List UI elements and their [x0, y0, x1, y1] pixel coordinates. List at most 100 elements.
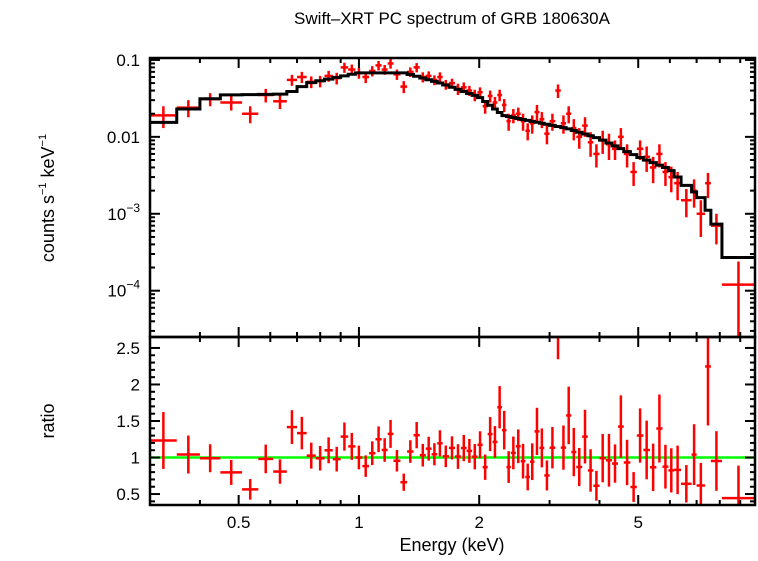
ratio-point: [681, 465, 692, 503]
ratio-point: [242, 479, 259, 500]
ratio-point: [400, 473, 408, 491]
ratio-point: [425, 436, 432, 461]
bottom-y-tick-label: 1.5: [116, 412, 140, 431]
ratio-point: [605, 433, 613, 487]
data-point: [492, 96, 498, 110]
x-tick-label: 0.5: [227, 513, 251, 532]
ratio-point: [510, 436, 516, 470]
data-point: [520, 113, 526, 131]
data-point: [539, 112, 545, 129]
ratio-point: [460, 434, 467, 462]
ratio-point: [150, 412, 177, 469]
ratio-point: [437, 430, 443, 457]
ratio-point: [506, 451, 511, 483]
data-point: [150, 106, 177, 129]
ratio-point: [587, 449, 594, 492]
data-point: [387, 58, 394, 69]
ratio-point: [482, 454, 488, 480]
ratio-point: [623, 439, 631, 486]
ratio-point: [362, 455, 370, 477]
data-point: [393, 69, 401, 80]
data-point: [549, 113, 556, 131]
ratio-point: [387, 419, 394, 448]
ratio-point: [297, 416, 307, 450]
ratio-point: [599, 434, 606, 483]
ratio-point: [539, 428, 545, 468]
bottom-y-tick-label: 2: [131, 375, 140, 394]
data-point: [555, 84, 561, 99]
ratio-point: [497, 386, 502, 429]
ratio-point: [534, 407, 540, 456]
data-point: [710, 213, 722, 245]
ratio-point: [501, 410, 507, 450]
ratio-point: [515, 429, 521, 464]
ratio-point: [176, 435, 200, 474]
ratio-point: [710, 431, 722, 491]
ratio-point: [492, 426, 498, 458]
ratio-point: [393, 450, 401, 472]
ratio-point: [530, 443, 535, 481]
data-point: [530, 115, 535, 134]
ratio-point: [617, 395, 624, 458]
data-point: [297, 71, 307, 84]
data-point: [369, 66, 376, 77]
ratio-point: [696, 462, 706, 505]
bottom-y-tick-label: 2.5: [116, 339, 140, 358]
ratio-point: [662, 444, 669, 489]
ratio-point: [525, 463, 531, 491]
data-point: [617, 128, 624, 149]
data-point: [593, 144, 600, 168]
top-y-tick-label: 0.1: [116, 51, 140, 70]
ratio-point: [315, 446, 325, 471]
ratio-point: [369, 441, 376, 466]
ratio-point: [340, 422, 349, 451]
ratio-point: [258, 444, 274, 474]
ratio-point: [455, 444, 461, 469]
data-point: [525, 123, 531, 141]
ratio-point: [199, 444, 221, 473]
ratio-point: [649, 443, 657, 492]
ratio-point: [477, 431, 483, 459]
data-point: [340, 62, 349, 73]
x-axis-label: Energy (keV): [399, 535, 504, 555]
data-point: [721, 261, 755, 337]
spectrum-panel: 0.1 0.01 10−3 10−4: [107, 51, 757, 505]
x-tick-label: 2: [474, 513, 483, 532]
data-point: [630, 162, 637, 186]
ratio-point: [355, 445, 363, 470]
ratio-panel: 0.5 1 2 5 0.5 1 1.5 2 2.5: [116, 335, 757, 532]
ratio-point: [442, 445, 449, 468]
data-point: [681, 188, 692, 218]
ratio-point: [705, 337, 711, 426]
ratio-point: [375, 426, 382, 453]
ratio-point: [544, 460, 550, 491]
data-point: [544, 125, 550, 145]
ratio-point: [306, 442, 316, 469]
model-line: [150, 71, 755, 260]
ratio-point: [643, 420, 650, 480]
ratio-point: [273, 459, 287, 484]
ratio-point: [560, 425, 567, 470]
data-point: [400, 81, 408, 94]
ratio-point: [381, 438, 388, 462]
ratio-point: [571, 427, 577, 477]
data-point: [534, 104, 540, 122]
data-point: [273, 95, 287, 110]
data-point: [501, 99, 507, 113]
top-y-tick-label: 0.01: [107, 128, 140, 147]
ratio-point: [413, 422, 420, 449]
ratio-point: [668, 448, 675, 493]
x-tick-label: 5: [633, 513, 642, 532]
data-point: [487, 90, 493, 103]
ratio-point: [721, 465, 755, 505]
data-point: [696, 200, 706, 237]
top-y-axis-label: counts s−1 keV−1: [37, 134, 58, 262]
ratio-point: [448, 436, 456, 460]
ratio-point: [419, 443, 426, 467]
x-tick-label: 1: [354, 513, 363, 532]
data-point: [705, 172, 711, 199]
ratio-point: [332, 446, 341, 472]
top-y-tick-label: 10−4: [107, 278, 140, 301]
bottom-y-tick-label: 1: [131, 449, 140, 468]
ratio-point: [576, 447, 583, 487]
